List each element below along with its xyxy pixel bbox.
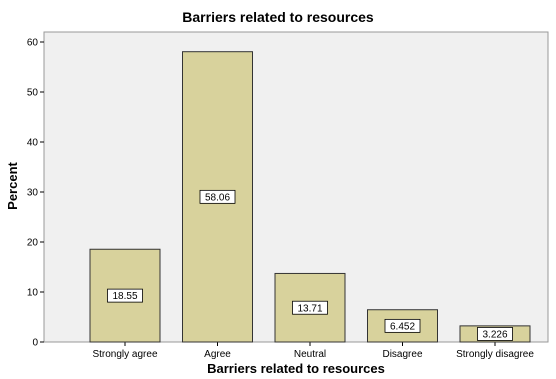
data-label-box xyxy=(199,189,236,204)
x-tick-label: Disagree xyxy=(382,349,422,360)
data-label-box xyxy=(477,327,513,341)
x-axis: Strongly agree Agree Neutral Disagree Strong… xyxy=(92,342,534,360)
y-tick-label: 10 xyxy=(27,288,39,299)
data-label: 6.452 xyxy=(390,321,415,332)
data-label-box xyxy=(292,300,328,315)
y-axis-title: Percent xyxy=(5,161,20,209)
x-tick-label: Neutral xyxy=(294,349,326,360)
x-tick-label: Strongly agree xyxy=(92,349,157,360)
x-tick-label: Strongly disagree xyxy=(456,349,534,360)
y-tick-label: 20 xyxy=(27,238,39,249)
data-label: 3.226 xyxy=(482,330,507,341)
data-label: 18.55 xyxy=(112,291,137,302)
data-label: 58.06 xyxy=(205,192,230,203)
data-label-box xyxy=(107,288,143,303)
x-tick-label: Agree xyxy=(204,349,231,360)
x-axis-title: Barriers related to resources xyxy=(207,361,385,376)
data-label-box xyxy=(384,318,421,333)
y-tick-label: 50 xyxy=(27,88,39,99)
y-tick-label: 30 xyxy=(27,188,39,199)
bars: 18.55 58.06 13.71 6.452 3.226 xyxy=(89,51,531,343)
data-label: 13.71 xyxy=(297,303,322,314)
y-tick-label: 40 xyxy=(27,138,39,149)
y-axis: 0 10 20 30 40 50 60 xyxy=(27,38,44,349)
chart-title: Barriers related to resources xyxy=(182,9,374,25)
y-tick-label: 0 xyxy=(32,338,38,349)
y-tick-label: 60 xyxy=(27,38,39,49)
